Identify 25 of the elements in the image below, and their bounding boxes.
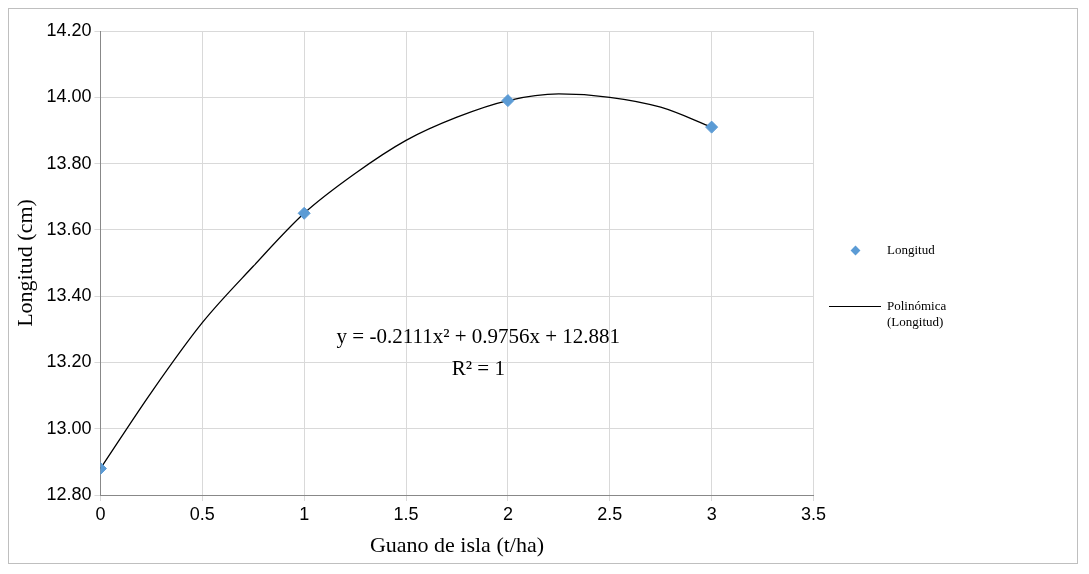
y-tick-label: 13.80	[46, 152, 92, 173]
annotation: y = -0.2111x² + 0.9756x + 12.881	[336, 323, 621, 348]
y-tick-label: 13.40	[46, 285, 92, 306]
x-axis-title: Guano de isla (t/ha)	[369, 531, 545, 557]
y-tick-label: 14.20	[46, 19, 92, 40]
annotation: R² = 1	[451, 355, 505, 380]
point	[297, 206, 311, 220]
y-tick-label: 13.60	[46, 218, 92, 239]
x-tick-label: 0	[95, 503, 106, 524]
x-tick-label: 3.5	[800, 503, 826, 524]
point	[501, 94, 515, 108]
legend-label: Longitud	[887, 242, 935, 258]
y-tick-label: 12.80	[46, 483, 92, 504]
x-tick-label: 2.5	[597, 503, 623, 524]
x-tick-label: 2	[502, 503, 513, 524]
x-tick-label: 3	[706, 503, 717, 524]
y-tick-label: 14.00	[46, 86, 92, 107]
y-axis-title: Longitud (cm)	[11, 199, 37, 327]
x-tick-label: 1.5	[393, 503, 419, 524]
point	[705, 120, 719, 134]
y-tick-label: 13.20	[46, 351, 92, 372]
x-tick-label: 1	[299, 503, 310, 524]
legend-label: Polinómica (Longitud)	[887, 298, 948, 330]
x-tick-label: 0.5	[189, 503, 215, 524]
y-tick-label: 13.00	[46, 417, 92, 438]
